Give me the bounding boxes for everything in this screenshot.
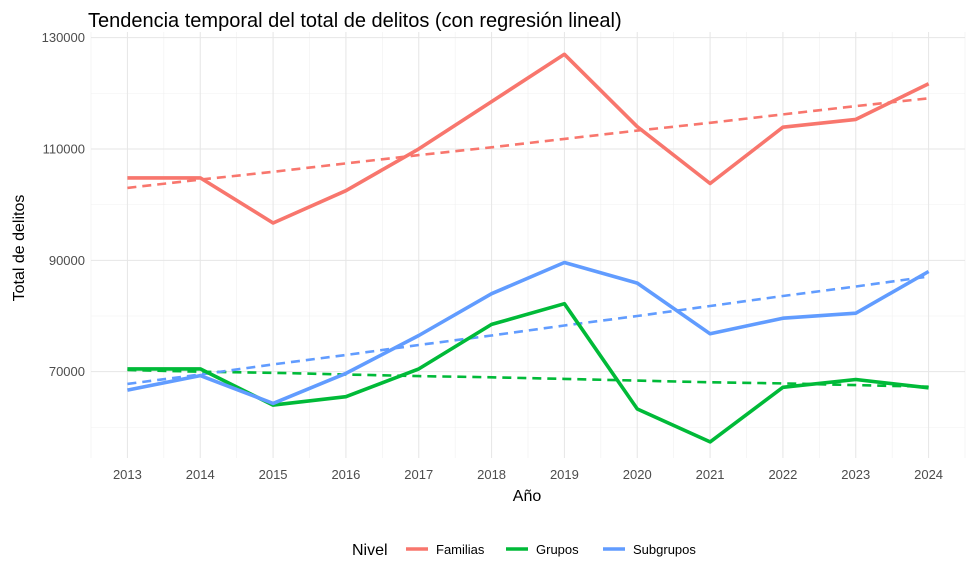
y-tick-label: 70000 [49, 364, 85, 379]
y-tick-label: 90000 [49, 253, 85, 268]
y-axis-ticks: 70000 90000 110000 130000 [42, 30, 85, 379]
legend-label-subgrupos: Subgrupos [633, 542, 696, 557]
x-tick-label: 2024 [914, 467, 943, 482]
x-tick-label: 2015 [259, 467, 288, 482]
x-tick-label: 2021 [696, 467, 725, 482]
chart-title: Tendencia temporal del total de delitos … [88, 10, 622, 32]
y-tick-label: 130000 [42, 30, 85, 45]
x-axis-title: Año [513, 488, 542, 505]
series-line-subgrupos [127, 260, 930, 406]
x-tick-label: 2023 [841, 467, 870, 482]
y-tick-label: 110000 [43, 141, 85, 156]
x-tick-label: 2017 [404, 467, 433, 482]
x-tick-label: 2014 [186, 467, 215, 482]
x-tick-label: 2016 [331, 467, 360, 482]
legend-label-familias: Familias [436, 542, 485, 557]
grid [90, 32, 966, 458]
legend: Nivel Familias Grupos Subgrupos [352, 542, 696, 559]
series-lines [127, 52, 930, 444]
trend-line-grupos [127, 368, 929, 388]
trend-lines [127, 97, 929, 388]
x-tick-label: 2013 [113, 467, 142, 482]
legend-title: Nivel [352, 542, 388, 559]
x-tick-label: 2018 [477, 467, 506, 482]
x-tick-label: 2019 [550, 467, 579, 482]
y-axis-title: Total de delitos [11, 195, 28, 302]
legend-label-grupos: Grupos [536, 542, 579, 557]
x-tick-label: 2020 [623, 467, 652, 482]
series-line-familias [127, 52, 930, 225]
x-tick-label: 2022 [768, 467, 797, 482]
x-axis-ticks: 2013 2014 2015 2016 2017 2018 2019 2020 2021 2022… [113, 467, 943, 482]
